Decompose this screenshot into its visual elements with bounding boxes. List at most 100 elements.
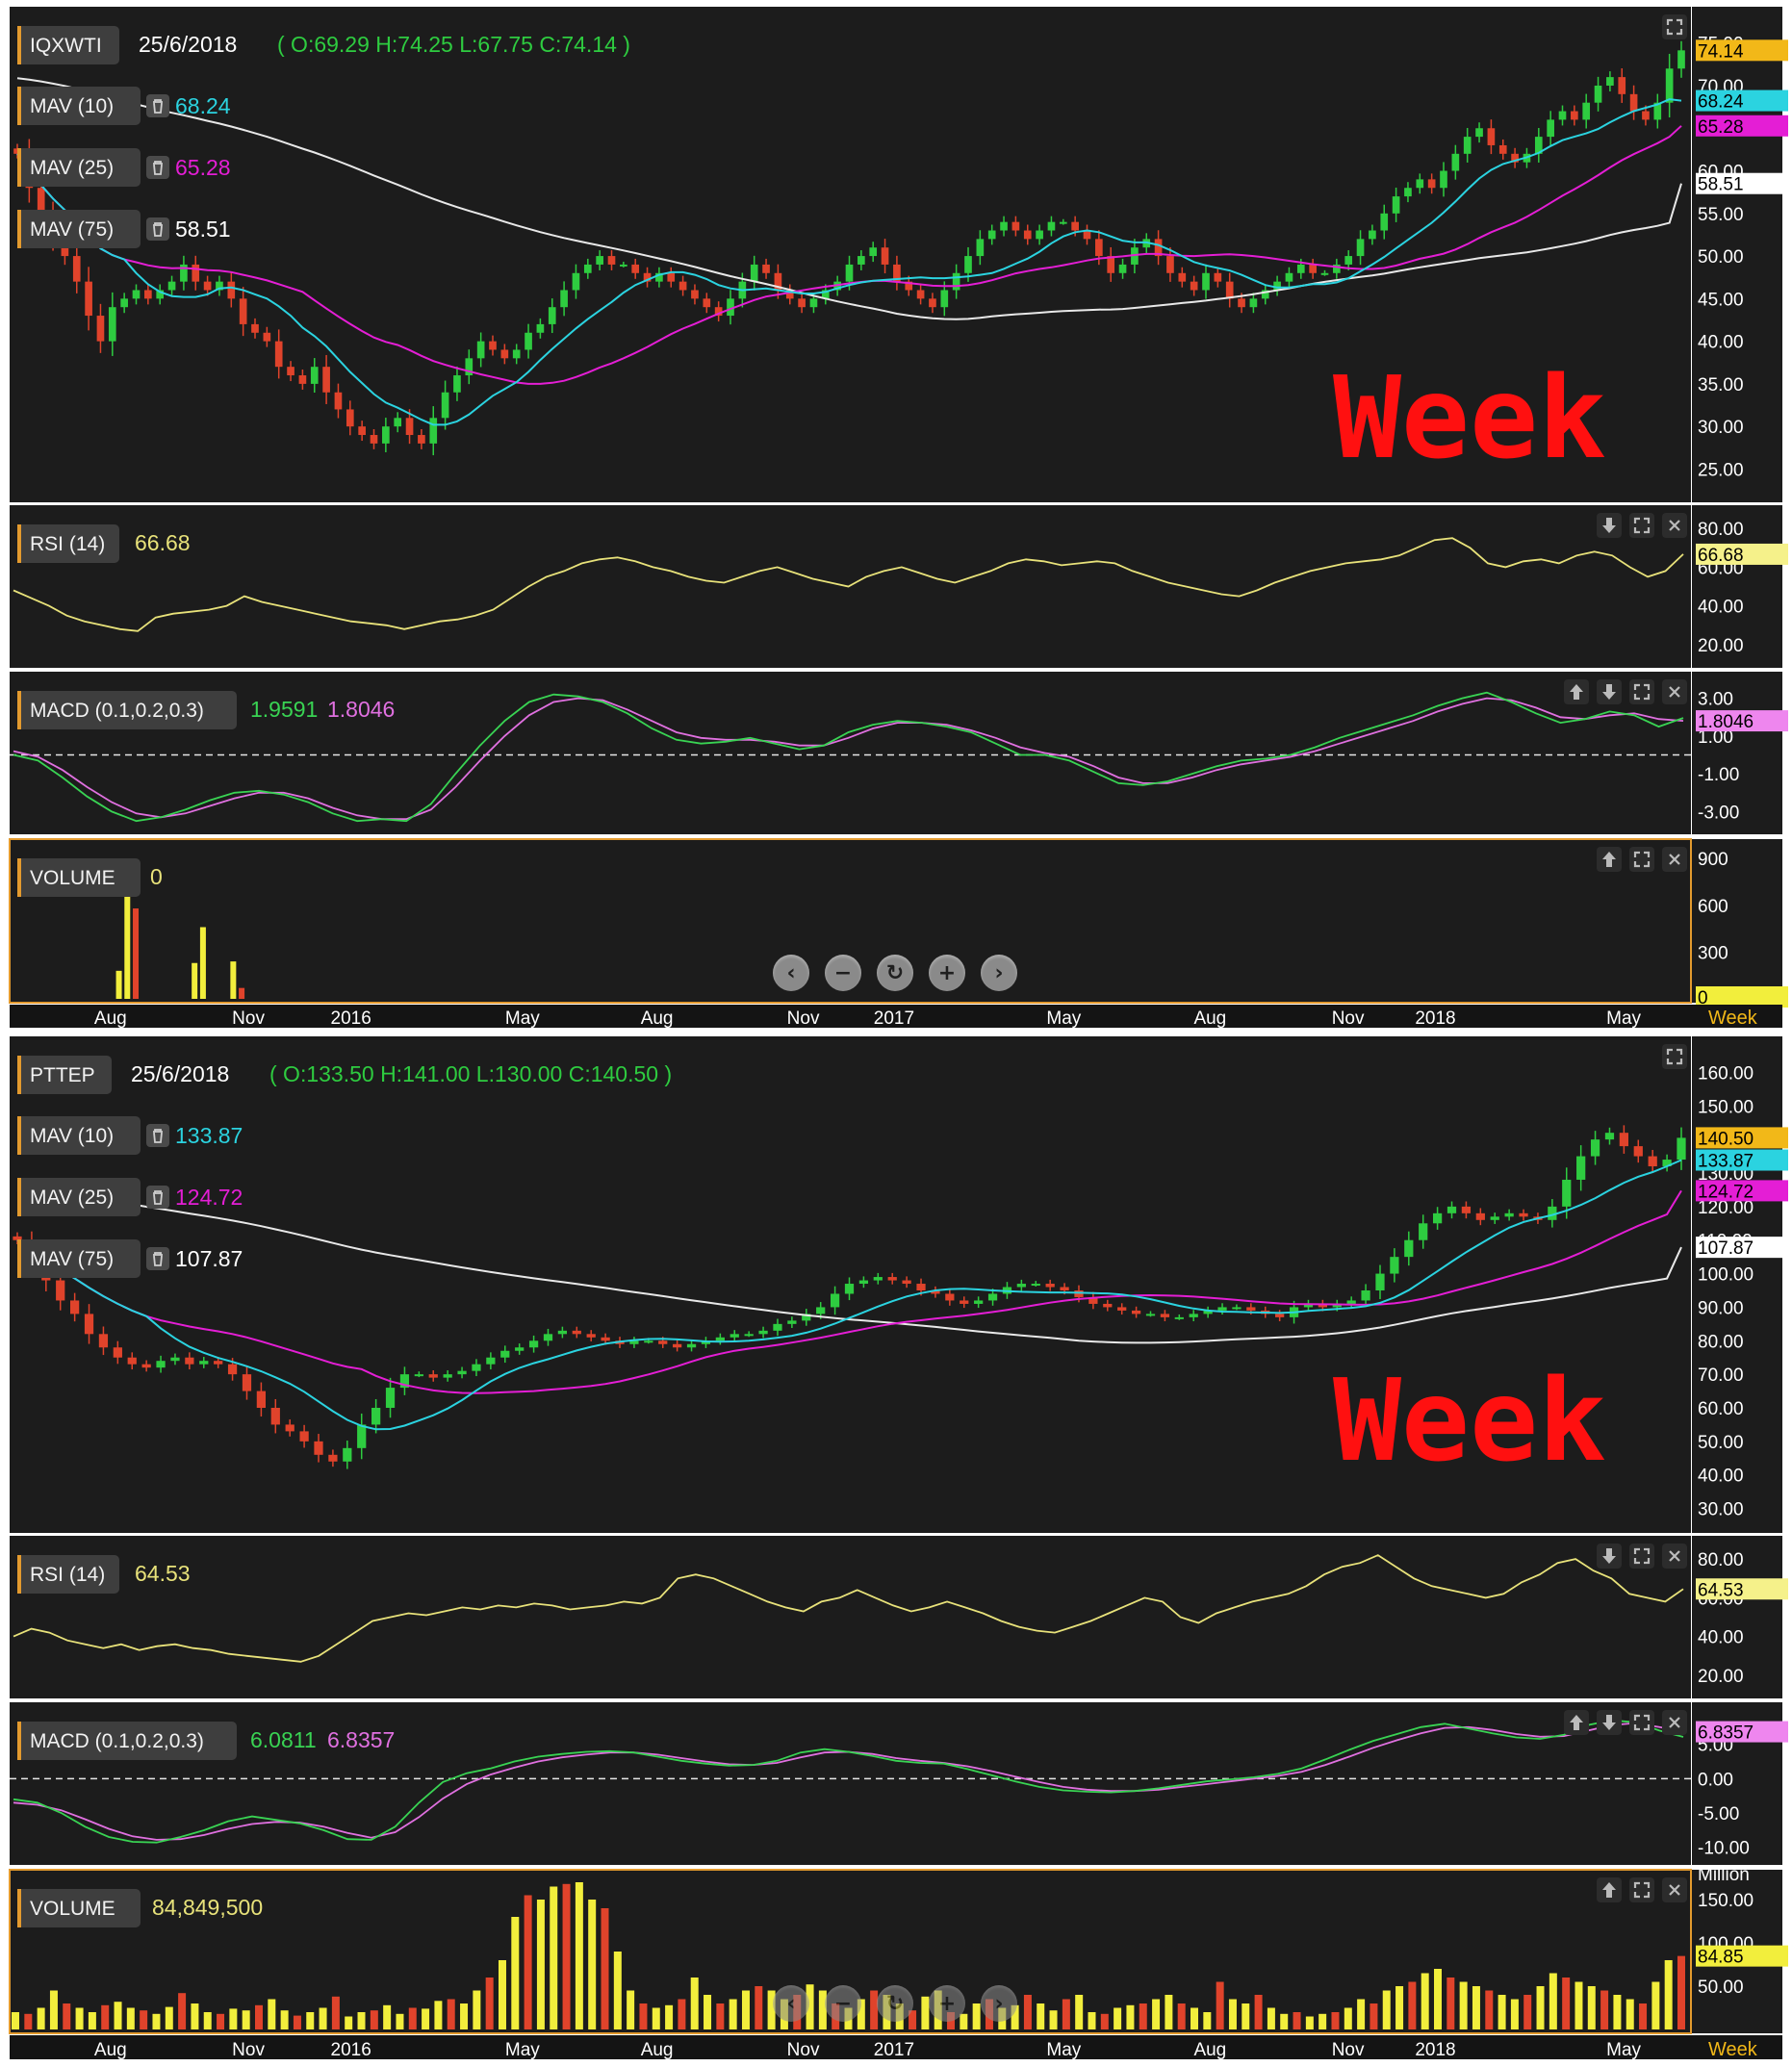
x-tick-label: 2017 bbox=[874, 1008, 914, 1029]
ma-0-delete-button[interactable] bbox=[146, 1124, 169, 1147]
price-expand-button-bg bbox=[1662, 1044, 1687, 1069]
volume-bar bbox=[331, 1996, 340, 2029]
volume-expand-button[interactable] bbox=[1629, 1877, 1654, 1902]
zoom-in-button[interactable]: + bbox=[929, 1985, 965, 2022]
ma-2-delete-button[interactable] bbox=[146, 1247, 169, 1270]
volume-badge[interactable]: VOLUME bbox=[17, 858, 141, 897]
price-expand-button[interactable] bbox=[1662, 1044, 1687, 1069]
candle-body bbox=[1225, 281, 1234, 299]
nav-forward-button[interactable]: › bbox=[981, 955, 1017, 991]
candle-body bbox=[1534, 137, 1543, 154]
candle bbox=[1285, 267, 1293, 288]
volume-badge[interactable]: VOLUME bbox=[17, 1889, 141, 1927]
candle-body bbox=[1296, 264, 1305, 273]
candle-body bbox=[1677, 1137, 1686, 1161]
volume-bar bbox=[1049, 2010, 1058, 2029]
symbol-badge[interactable]: IQXWTI bbox=[17, 26, 119, 64]
volume-bar bbox=[485, 1978, 494, 2029]
trash-icon bbox=[153, 161, 163, 175]
candle-body bbox=[1662, 1160, 1672, 1167]
macd-close-button[interactable] bbox=[1662, 679, 1687, 704]
ma-2-badge[interactable]: MAV (75) bbox=[17, 210, 141, 248]
candle bbox=[798, 293, 806, 314]
rsi-move-down-button[interactable] bbox=[1597, 513, 1622, 538]
macd-move-down-button[interactable] bbox=[1597, 679, 1622, 704]
ma-1-badge[interactable]: MAV (25) bbox=[17, 148, 141, 187]
volume-bar bbox=[575, 1882, 583, 2029]
macd-expand-button[interactable] bbox=[1629, 679, 1654, 704]
macd-badge[interactable]: MACD (0.1,0.2,0.3) bbox=[17, 691, 237, 729]
volume-bar bbox=[1293, 2012, 1301, 2029]
volume-bar bbox=[1177, 2003, 1186, 2029]
nav-forward-button[interactable]: › bbox=[981, 1985, 1017, 2022]
ma-1-badge-label: MAV (25) bbox=[30, 1187, 114, 1209]
x-tick-label: Aug bbox=[94, 1008, 127, 1029]
volume-bar bbox=[1613, 1995, 1622, 2029]
rsi-expand-button[interactable] bbox=[1629, 513, 1654, 538]
rsi-badge[interactable]: RSI (14) bbox=[17, 524, 119, 563]
ma-1-delete-button[interactable] bbox=[146, 1186, 169, 1209]
redo-icon: ↻ bbox=[885, 1991, 905, 2016]
nav-back-button[interactable]: ‹ bbox=[773, 955, 809, 991]
ma-2-delete-button[interactable] bbox=[146, 217, 169, 241]
candle bbox=[441, 380, 449, 430]
ma-0-badge[interactable]: MAV (10) bbox=[17, 1116, 141, 1155]
rsi-close-button[interactable] bbox=[1662, 513, 1687, 538]
volume-bar bbox=[229, 2008, 238, 2029]
volume-expand-button-bg bbox=[1629, 1877, 1654, 1902]
ma-2-badge[interactable]: MAV (75) bbox=[17, 1239, 141, 1278]
volume-close-button[interactable] bbox=[1662, 847, 1687, 872]
macd-move-down-button[interactable] bbox=[1597, 1710, 1622, 1735]
zoom-out-button[interactable]: − bbox=[825, 1985, 861, 2022]
ma-0-badge[interactable]: MAV (10) bbox=[17, 87, 141, 125]
volume-close-button[interactable] bbox=[1662, 1877, 1687, 1902]
macd-move-up-button[interactable] bbox=[1564, 679, 1589, 704]
candle-body bbox=[1273, 281, 1281, 291]
macd-expand-button[interactable] bbox=[1629, 1710, 1654, 1735]
down-arrow-glyph bbox=[1602, 684, 1616, 700]
rsi-move-down-button[interactable] bbox=[1597, 1544, 1622, 1569]
ma75-price-label-bg bbox=[1696, 1237, 1788, 1259]
volume-bar bbox=[1280, 2013, 1289, 2029]
candle-body bbox=[960, 1300, 969, 1304]
zoom-out-button[interactable]: − bbox=[825, 955, 861, 991]
zoom-in-button[interactable]: + bbox=[929, 955, 965, 991]
macd-badge[interactable]: MACD (0.1,0.2,0.3) bbox=[17, 1722, 237, 1760]
macd-close-button[interactable] bbox=[1662, 1710, 1687, 1735]
up-arrow-glyph bbox=[1602, 852, 1616, 867]
candle-body bbox=[1369, 230, 1376, 240]
candle-body bbox=[974, 1300, 984, 1304]
rsi-expand-button[interactable] bbox=[1629, 1544, 1654, 1569]
candle bbox=[1275, 1310, 1285, 1322]
price-expand-button[interactable] bbox=[1662, 14, 1687, 39]
candle-body bbox=[1427, 179, 1436, 189]
candle-body bbox=[371, 1408, 381, 1425]
volume-bar bbox=[755, 1986, 763, 2029]
volume-bar bbox=[972, 2003, 981, 2029]
volume-bar bbox=[1587, 1986, 1596, 2029]
volume-last-axis-label: 84.85 bbox=[1698, 1948, 1744, 1968]
symbol-badge[interactable]: PTTEP bbox=[17, 1056, 112, 1094]
reset-button[interactable]: ↻ bbox=[877, 955, 913, 991]
volume-expand-button[interactable] bbox=[1629, 847, 1654, 872]
macd-value: 1.9591 bbox=[250, 697, 318, 722]
volume-tick-label: 150.00 bbox=[1698, 1891, 1754, 1911]
volume-move-up-button[interactable] bbox=[1597, 847, 1622, 872]
reset-button[interactable]: ↻ bbox=[877, 1985, 913, 2022]
volume-move-up-button[interactable] bbox=[1597, 1877, 1622, 1902]
candle-body bbox=[1160, 1314, 1170, 1317]
candle bbox=[85, 267, 92, 331]
candle bbox=[141, 1360, 151, 1372]
candle-body bbox=[940, 290, 949, 308]
rsi-close-button[interactable] bbox=[1662, 1544, 1687, 1569]
ma-1-delete-button[interactable] bbox=[146, 156, 169, 179]
ma-1-badge[interactable]: MAV (25) bbox=[17, 1178, 141, 1216]
macd-move-up-button[interactable] bbox=[1564, 1710, 1589, 1735]
macd-signal-axis-label: 6.8357 bbox=[1698, 1723, 1754, 1744]
nav-back-button[interactable]: ‹ bbox=[773, 1985, 809, 2022]
rsi-badge[interactable]: RSI (14) bbox=[17, 1555, 119, 1594]
ma-0-delete-button[interactable] bbox=[146, 94, 169, 117]
candle-body bbox=[1088, 1296, 1098, 1304]
candle-body bbox=[405, 418, 414, 436]
price-tick-label: 160.00 bbox=[1698, 1063, 1754, 1084]
